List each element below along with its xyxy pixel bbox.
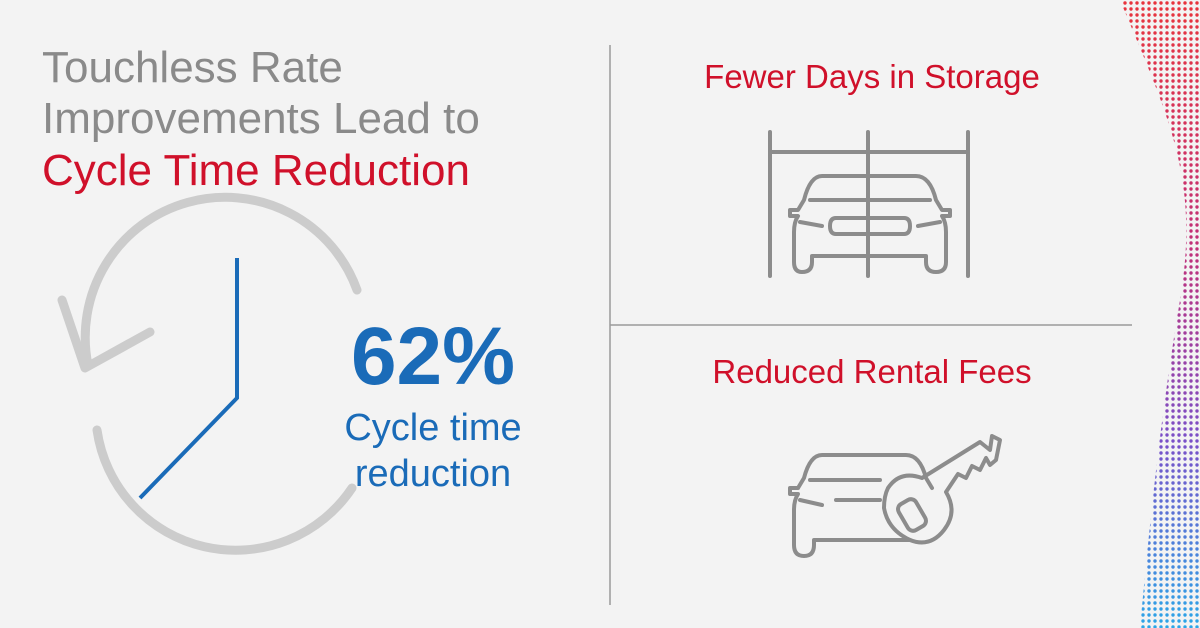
rental-icon [788,434,1002,558]
title-line-highlight: Cycle Time Reduction [42,146,470,195]
clock-icon [57,192,362,555]
title-line: Improvements Lead to [42,94,480,143]
benefit-label: Fewer Days in Storage [704,58,1040,95]
stat-value: 62% [351,311,515,402]
benefit-label: Reduced Rental Fees [712,353,1031,390]
stat-caption: reduction [355,453,511,495]
stat-caption: Cycle time [344,407,521,449]
title-line: Touchless Rate [42,43,343,92]
dotted-wave [1120,0,1200,628]
storage-icon [768,130,970,278]
